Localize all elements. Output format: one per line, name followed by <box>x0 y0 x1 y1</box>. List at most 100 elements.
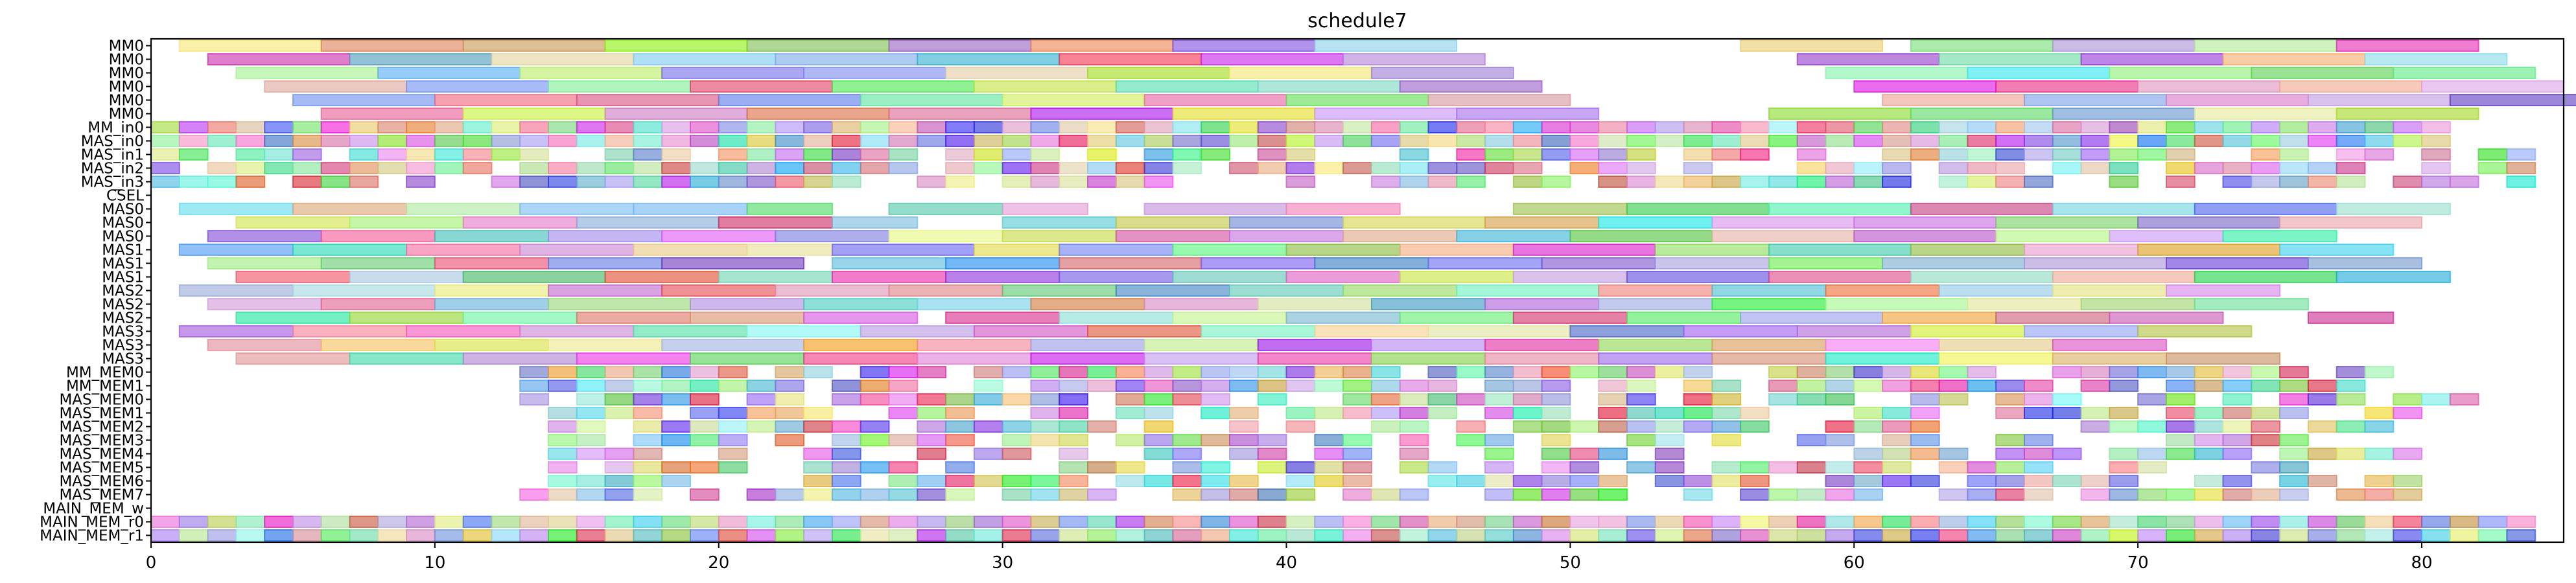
task-bar <box>1059 488 1088 501</box>
task-bar <box>860 380 890 392</box>
task-bar <box>1626 529 1656 542</box>
y-tick-label: MAS1 <box>102 256 144 273</box>
task-bar <box>264 80 408 93</box>
task-bar <box>2421 529 2451 542</box>
task-bar <box>1967 148 1997 161</box>
task-bar <box>860 366 890 378</box>
task-bar <box>1484 366 1514 378</box>
task-bar <box>945 135 975 147</box>
task-bar <box>661 461 692 474</box>
task-bar <box>1853 216 1997 229</box>
y-tick-label: MAS_MEM4 <box>59 446 144 463</box>
task-bar <box>945 488 975 501</box>
task-bar <box>1001 516 1032 528</box>
task-bar <box>434 284 550 297</box>
task-bar <box>1427 529 1458 542</box>
task-bar <box>2194 366 2224 378</box>
task-bar <box>1938 339 2054 351</box>
task-bar <box>1484 380 1514 392</box>
task-bar <box>1882 461 1912 474</box>
task-bar <box>2194 407 2224 419</box>
task-bar <box>2279 488 2309 501</box>
task-bar <box>1456 434 1486 446</box>
task-bar <box>1059 407 1088 419</box>
task-bar <box>548 407 578 419</box>
task-bar <box>491 516 521 528</box>
task-bar <box>746 162 777 174</box>
task-bar <box>633 380 663 392</box>
task-bar <box>2166 529 2195 542</box>
y-tick-label: MM0 <box>109 93 144 109</box>
task-bar <box>1853 516 1884 528</box>
task-bar <box>1938 352 2054 365</box>
task-bar <box>1087 121 1117 133</box>
task-bar <box>1683 366 1713 378</box>
task-bar <box>1342 529 1372 542</box>
task-bar <box>1087 420 1117 433</box>
task-bar <box>1143 366 1174 378</box>
task-bar <box>2336 135 2366 147</box>
task-bar <box>1001 148 1032 161</box>
task-bar <box>2364 529 2395 542</box>
task-bar <box>1484 434 1514 446</box>
task-bar <box>831 80 975 93</box>
task-bar <box>1910 380 1940 392</box>
task-bar <box>1427 257 1543 269</box>
task-bar <box>1087 366 1117 378</box>
task-bar <box>1059 271 1174 283</box>
task-bar <box>2364 475 2395 487</box>
task-bar <box>1285 271 1401 283</box>
task-bar <box>1654 434 1685 446</box>
task-bar <box>2421 516 2451 528</box>
task-bar <box>1257 516 1287 528</box>
task-bar <box>860 393 890 406</box>
task-bar <box>349 176 379 188</box>
task-bar <box>917 529 947 542</box>
task-bar <box>1768 176 1798 188</box>
task-bar <box>1001 284 1117 297</box>
task-bar <box>1143 135 1174 147</box>
task-bar <box>548 529 578 542</box>
task-bar <box>945 121 975 133</box>
task-bar <box>2137 366 2167 378</box>
task-bar <box>1257 488 1287 501</box>
task-bar <box>2024 257 2167 269</box>
task-bar <box>775 121 805 133</box>
task-bar <box>1484 529 1514 542</box>
task-bar <box>1882 162 1912 174</box>
task-bar <box>548 298 691 310</box>
task-bar <box>1399 448 1429 460</box>
task-bar <box>604 108 748 120</box>
task-bar <box>576 380 606 392</box>
task-bar <box>207 516 237 528</box>
task-bar <box>2393 393 2423 406</box>
task-bar <box>178 135 209 147</box>
task-bar <box>2194 108 2337 120</box>
task-bar <box>377 67 521 79</box>
y-tick-label: MM0 <box>109 79 144 96</box>
task-bar <box>2080 121 2111 133</box>
y-tick-label: MAS3 <box>102 324 144 341</box>
task-bar <box>661 516 692 528</box>
task-bar <box>1370 162 1401 174</box>
task-bar <box>1796 121 1827 133</box>
task-bar <box>831 516 861 528</box>
task-bar <box>1115 461 1145 474</box>
task-bar <box>661 366 692 378</box>
task-bar <box>1030 475 1060 487</box>
task-bar <box>1683 135 1713 147</box>
task-bar <box>1995 393 2025 406</box>
task-bar <box>320 162 351 174</box>
task-bar <box>1967 461 1997 474</box>
task-bar <box>1399 121 1429 133</box>
task-bar <box>2080 298 2195 310</box>
task-bar <box>207 339 322 351</box>
task-bar <box>746 380 777 392</box>
task-bar <box>2052 108 2195 120</box>
task-bar <box>1740 176 1770 188</box>
task-bar <box>633 461 663 474</box>
task-bar <box>320 298 436 310</box>
task-bar <box>1456 516 1486 528</box>
x-tick-label: 0 <box>146 553 157 573</box>
task-bar <box>1059 516 1088 528</box>
